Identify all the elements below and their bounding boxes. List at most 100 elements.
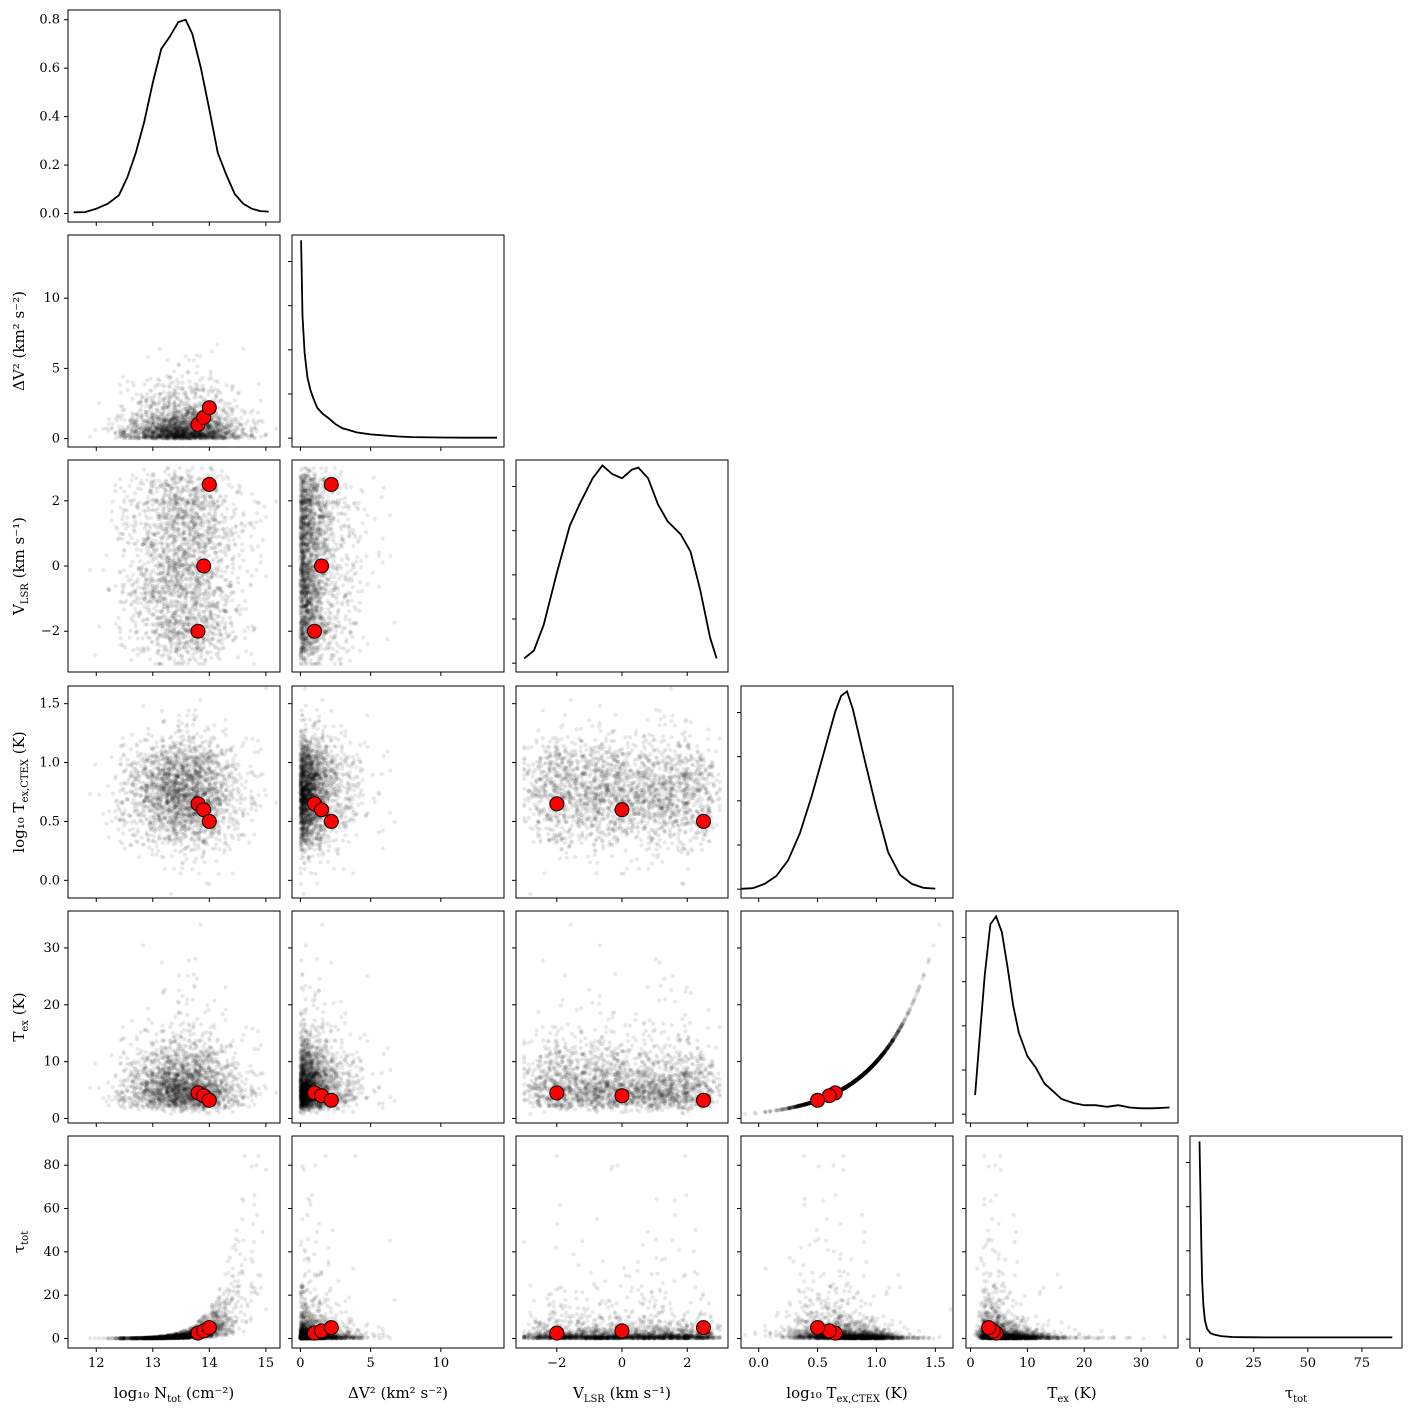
sample-point [167, 390, 171, 394]
sample-point [219, 494, 223, 498]
sample-point [151, 432, 155, 436]
sample-point [104, 553, 108, 557]
sample-point [241, 347, 245, 351]
sample-point [256, 410, 260, 414]
sample-point [252, 421, 256, 425]
sample-point [159, 616, 163, 620]
sample-point [227, 436, 231, 440]
sample-point [217, 614, 221, 618]
sample-point [134, 435, 138, 439]
sample-point [231, 509, 235, 513]
sample-point [135, 392, 139, 396]
sample-point [121, 554, 125, 558]
sample-point [157, 580, 161, 584]
sample-point [125, 516, 129, 520]
sample-point [257, 382, 261, 386]
sample-point [155, 408, 159, 412]
sample-point [229, 527, 233, 531]
sample-point [183, 401, 187, 405]
sample-point [141, 636, 145, 640]
sample-point [209, 507, 213, 511]
sample-point [186, 370, 190, 374]
sample-point [253, 435, 257, 439]
sample-point [214, 574, 218, 578]
sample-point [162, 652, 166, 656]
sample-point [240, 521, 244, 525]
sample-point [238, 565, 242, 569]
sample-point [187, 409, 191, 413]
sample-point [235, 435, 239, 439]
sample-point [180, 374, 184, 378]
sample-point [274, 500, 278, 504]
sample-point [162, 390, 166, 394]
sample-point [201, 436, 205, 440]
sample-point [225, 543, 229, 547]
sample-point [157, 401, 161, 405]
sample-point [122, 489, 126, 493]
sample-point [200, 384, 204, 388]
sample-point [222, 436, 226, 440]
sample-point [111, 422, 115, 426]
sample-point [157, 433, 161, 437]
sample-point [217, 565, 221, 569]
sample-point [187, 546, 191, 550]
sample-point [230, 598, 234, 602]
sample-point [107, 422, 111, 426]
sample-point [152, 413, 156, 417]
sample-point [168, 385, 172, 389]
sample-point [234, 530, 238, 534]
sample-point [264, 515, 268, 519]
sample-point [117, 625, 121, 629]
sample-point [120, 413, 124, 417]
sample-point [246, 419, 250, 423]
sample-point [200, 516, 204, 520]
sample-point [141, 537, 145, 541]
sample-point [138, 426, 142, 430]
sample-point [123, 645, 127, 649]
sample-point [139, 647, 143, 651]
sample-point [193, 434, 197, 438]
sample-point [243, 629, 247, 633]
sample-point [188, 380, 192, 384]
sample-point [143, 382, 147, 386]
sample-point [165, 537, 169, 541]
sample-point [154, 426, 158, 430]
sample-point [173, 470, 177, 474]
sample-point [215, 342, 219, 346]
sample-point [172, 369, 176, 373]
sample-point [191, 386, 195, 390]
sample-point [169, 431, 173, 435]
sample-point [192, 358, 196, 362]
sample-point [149, 516, 153, 520]
sample-point [233, 398, 237, 402]
sample-point [213, 514, 217, 518]
sample-point [237, 535, 241, 539]
sample-point [224, 494, 228, 498]
sample-point [119, 643, 123, 647]
sample-point [175, 609, 179, 613]
sample-point [264, 433, 268, 437]
sample-point [149, 640, 153, 644]
sample-point [217, 623, 221, 627]
sample-point [223, 621, 227, 625]
sample-point [144, 404, 148, 408]
sample-point [223, 519, 227, 523]
sample-point [261, 538, 265, 542]
sample-point [167, 605, 171, 609]
sample-point [133, 420, 137, 424]
sample-point [138, 512, 142, 516]
sample-point [195, 364, 199, 368]
sample-point [195, 579, 199, 583]
sample-point [197, 592, 201, 596]
sample-point [149, 396, 153, 400]
sample-point [133, 607, 137, 611]
sample-point [228, 616, 232, 620]
sample-point [140, 396, 144, 400]
sample-point [131, 397, 135, 401]
sample-point [125, 379, 129, 383]
sample-point [183, 436, 187, 440]
sample-point [244, 607, 248, 611]
sample-point [118, 630, 122, 634]
sample-point [199, 604, 203, 608]
sample-point [235, 405, 239, 409]
